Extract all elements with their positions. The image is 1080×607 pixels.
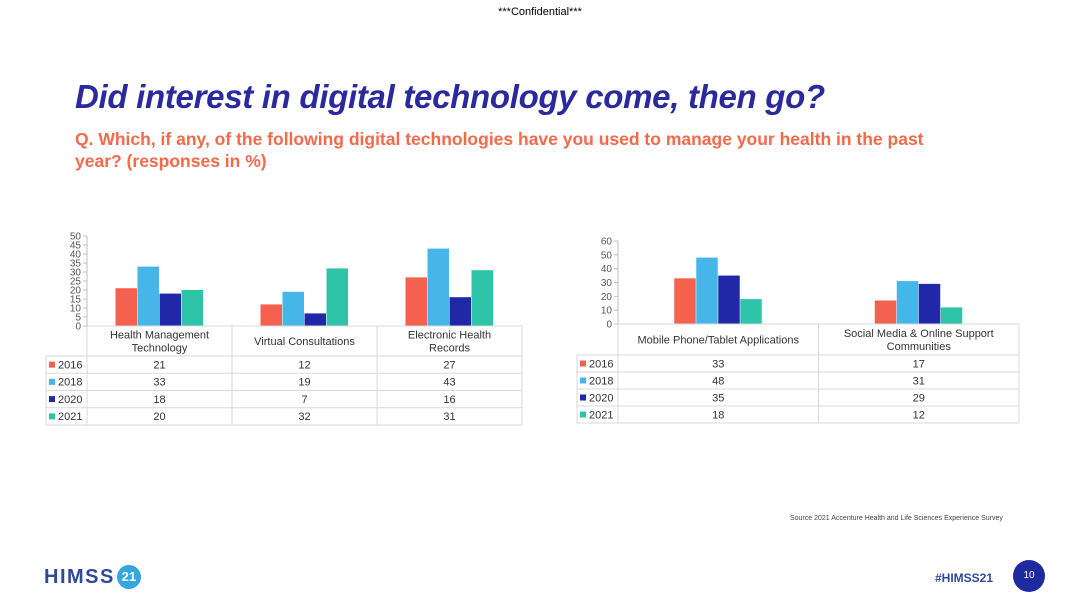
y-tick-label: 10	[70, 304, 82, 315]
bar	[326, 268, 348, 326]
data-label: 31	[443, 411, 455, 423]
bar	[405, 277, 427, 326]
bar	[940, 307, 963, 324]
data-label: 12	[913, 409, 925, 421]
chart-svg: 0 10 20 30 40 50 60 Mobile Phone/Tablet Applica…	[576, 237, 1020, 424]
legend-swatch	[49, 361, 55, 368]
y-tick-label: 30	[70, 268, 82, 279]
hashtag: #HIMSS21	[935, 571, 994, 585]
himss-logo: HIMSS 21	[44, 565, 141, 589]
legend-swatch	[580, 360, 586, 367]
bar	[674, 278, 696, 324]
y-tick-label: 10	[601, 306, 613, 317]
y-tick-label: 30	[601, 278, 613, 289]
category-label: Social Media & Online Support	[844, 328, 994, 340]
y-tick-label: 15	[70, 295, 82, 306]
category-label: Communities	[887, 341, 952, 353]
legend-label: 2020	[589, 392, 613, 404]
bar	[918, 283, 941, 324]
y-tick-label: 0	[75, 322, 81, 333]
category-label: Health Management	[110, 329, 209, 341]
y-tick-label: 20	[70, 286, 82, 297]
legend-swatch	[580, 377, 586, 384]
chart-health-tech: 0 5 10 15 20 25 30 35 40 45 50 Health Management Tec…	[40, 228, 530, 433]
logo-text: HIMSS	[44, 565, 115, 588]
y-tick-label: 5	[75, 313, 81, 324]
chart-mobile-social: 0 10 20 30 40 50 60 Mobile Phone/Tablet Applica…	[572, 228, 1032, 433]
legend-label: 2016	[58, 359, 82, 371]
bar	[137, 266, 159, 326]
bar	[471, 270, 493, 326]
data-label: 7	[301, 394, 307, 406]
y-tick-label: 50	[70, 232, 82, 243]
y-tick-label: 60	[601, 237, 613, 248]
y-tick-label: 25	[70, 277, 82, 288]
bar	[718, 275, 740, 324]
data-label: 18	[712, 409, 724, 421]
data-label: 35	[712, 392, 724, 404]
legend-swatch	[49, 378, 55, 385]
bar	[874, 300, 897, 324]
legend-label: 2020	[58, 394, 82, 406]
data-label: 19	[298, 377, 310, 389]
slide-title: Did interest in digital technology come,…	[75, 78, 825, 115]
data-label: 32	[298, 411, 310, 423]
y-tick-label: 0	[606, 320, 612, 331]
data-label: 29	[913, 392, 925, 404]
bar	[696, 257, 718, 324]
logo-badge: 21	[116, 565, 141, 589]
y-tick-label: 20	[601, 292, 613, 303]
bar	[304, 313, 326, 326]
bar	[740, 299, 762, 324]
legend-swatch	[49, 413, 55, 420]
y-tick-label: 35	[70, 259, 82, 270]
legend-label: 2018	[58, 377, 82, 389]
bar	[896, 281, 919, 324]
page-number: 10	[1013, 560, 1045, 592]
category-label: Electronic Health	[408, 329, 491, 341]
legend-label: 2021	[58, 411, 82, 423]
legend-swatch	[580, 394, 586, 401]
source-note: Source 2021 Accenture Health and Life Sc…	[790, 515, 1003, 522]
category-label: Records	[429, 342, 470, 354]
y-tick-label: 40	[70, 250, 82, 261]
bar	[159, 293, 181, 326]
confidential-label: ***Confidential***	[498, 6, 582, 18]
y-tick-label: 50	[601, 250, 613, 261]
data-label: 12	[298, 359, 310, 371]
category-label: Mobile Phone/Tablet Applications	[638, 334, 800, 346]
legend-swatch	[49, 396, 55, 403]
data-label: 16	[443, 394, 455, 406]
category-label: Virtual Consultations	[254, 336, 355, 348]
data-label: 20	[153, 411, 165, 423]
data-label: 17	[913, 358, 925, 370]
bar	[282, 291, 304, 326]
legend-label: 2016	[589, 358, 613, 370]
category-label: Technology	[132, 342, 188, 354]
data-label: 31	[913, 375, 925, 387]
survey-question: Q. Which, if any, of the following digit…	[75, 129, 924, 171]
data-label: 33	[153, 377, 165, 389]
bar	[181, 290, 203, 326]
data-label: 18	[153, 394, 165, 406]
legend-label: 2018	[589, 375, 613, 387]
data-label: 33	[712, 358, 724, 370]
bar	[449, 297, 471, 326]
y-tick-label: 45	[70, 241, 82, 252]
data-label: 48	[712, 375, 724, 387]
bar	[427, 248, 449, 326]
bar	[115, 288, 137, 326]
data-label: 43	[443, 377, 455, 389]
bar	[260, 304, 282, 326]
data-label: 21	[153, 359, 165, 371]
y-tick-label: 40	[601, 264, 613, 275]
legend-label: 2021	[589, 409, 613, 421]
data-label: 27	[443, 359, 455, 371]
legend-swatch	[580, 411, 586, 418]
